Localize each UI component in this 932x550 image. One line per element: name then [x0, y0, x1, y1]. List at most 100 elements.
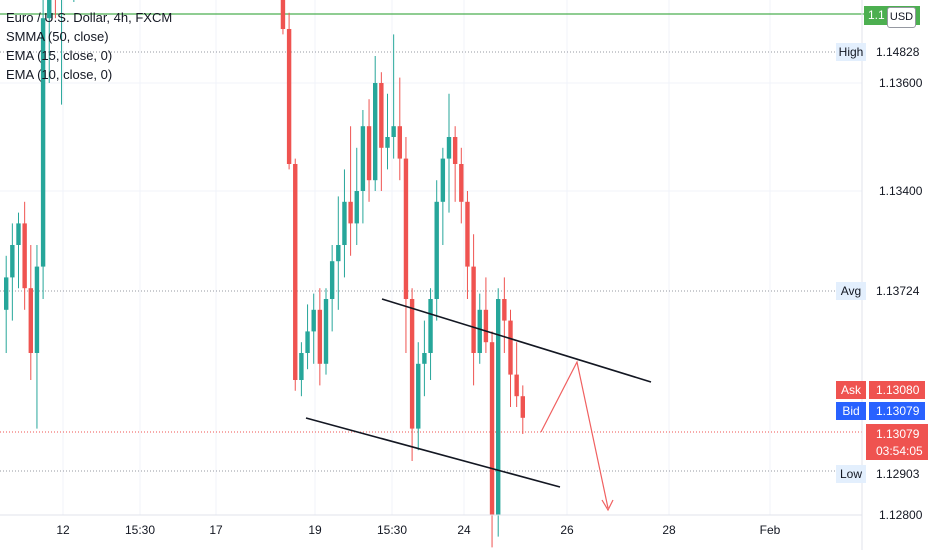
candle-body: [305, 331, 310, 353]
countdown-timer: 03:54:05: [876, 444, 923, 458]
candles: [4, 0, 525, 548]
time-tick-label: 19: [308, 523, 322, 537]
candle-body: [10, 245, 15, 278]
candle-body: [520, 396, 525, 418]
candle-body: [317, 309, 323, 364]
time-tick-label: 24: [457, 523, 471, 537]
candle-body: [459, 164, 464, 202]
candle-body: [360, 126, 366, 191]
price-tick-label: 1.13600: [879, 76, 923, 90]
candle-body: [502, 299, 507, 321]
candle-body: [311, 309, 316, 332]
indicator-ema-10[interactable]: EMA (10, close, 0): [6, 67, 113, 82]
low-marker-label-bg: [836, 465, 866, 483]
avg-marker-label: Avg: [841, 284, 861, 298]
low-marker-value: 1.12903: [876, 467, 920, 481]
candle-body: [16, 223, 21, 245]
time-tick-label: 15:30: [377, 523, 407, 537]
candle-body: [471, 266, 476, 353]
candle-body: [496, 299, 501, 515]
candle-body: [391, 126, 396, 137]
candle-body: [47, 0, 52, 19]
candle-body: [446, 137, 452, 159]
candle-body: [385, 137, 390, 148]
time-tick-label: Feb: [760, 523, 781, 537]
avg-marker-value: 1.13724: [876, 284, 920, 298]
candle-body: [422, 353, 427, 364]
candle-body: [416, 363, 421, 429]
projection-arrowhead: [601, 499, 614, 512]
candle-body: [403, 158, 409, 299]
low-marker-value-bg: [869, 465, 925, 483]
candle-body: [366, 126, 372, 181]
reference-lines: [0, 13, 866, 472]
indicator-ema-15[interactable]: EMA (15, close, 0): [6, 48, 113, 63]
candle-body: [489, 342, 495, 515]
price-labels: High 1.14828 Avg 1.13724 Low 1.12903 Ask 1.1308…: [836, 43, 928, 483]
candle-body: [409, 299, 415, 429]
high-marker-value: 1.14828: [876, 45, 920, 59]
time-tick-label: 28: [662, 523, 676, 537]
bid-marker-label-bg: [836, 402, 866, 420]
candle-body: [483, 309, 489, 343]
high-marker-value-bg: [869, 43, 925, 61]
candle-body: [323, 299, 329, 364]
candle-body: [397, 126, 402, 159]
low-marker-label: Low: [840, 467, 862, 481]
drawings: [305, 298, 652, 512]
price-tick-label: 1.13400: [879, 184, 923, 198]
bid-marker-value-bg: [869, 402, 925, 420]
candle-body: [40, 18, 46, 267]
bid-marker-value: 1.13079: [876, 404, 920, 418]
candle-body: [348, 201, 353, 224]
candle-body: [336, 245, 341, 262]
projection-path: [540, 360, 609, 509]
time-tick-label: 15:30: [125, 523, 155, 537]
candle-body: [434, 201, 439, 299]
candle-body: [299, 353, 304, 380]
candle-body: [22, 223, 27, 289]
last-price-bg: [866, 424, 928, 460]
candle-body: [428, 299, 433, 353]
candle-body: [342, 201, 347, 245]
candle-body: [354, 191, 359, 224]
indicator-smma[interactable]: SMMA (50, close): [6, 29, 109, 44]
candle-body: [477, 309, 482, 353]
price-tick-label: 1.12800: [879, 508, 923, 522]
candle-body: [286, 29, 292, 164]
bid-marker-label: Bid: [842, 404, 859, 418]
candle-body: [280, 0, 286, 29]
candle-body: [329, 261, 335, 299]
currency-button[interactable]: USD: [887, 7, 916, 28]
ask-marker-label: Ask: [841, 383, 862, 397]
time-tick-label: 12: [56, 523, 70, 537]
ask-marker-value-bg: [869, 381, 925, 399]
lower-trendline: [305, 417, 561, 488]
candle-body: [4, 277, 9, 310]
ask-marker-value: 1.13080: [876, 383, 920, 397]
high-marker-label-bg: [836, 43, 866, 61]
avg-marker-value-bg: [869, 282, 925, 300]
candle-body: [514, 374, 519, 397]
high-marker-label: High: [839, 45, 864, 59]
candle-body: [465, 201, 470, 267]
symbol-title[interactable]: Euro / U.S. Dollar, 4h, FXCM: [6, 10, 173, 25]
upper-trendline: [381, 298, 652, 383]
time-tick-label: 17: [209, 523, 223, 537]
candle-body: [373, 83, 378, 181]
candle-body: [34, 266, 40, 353]
candle-body: [28, 288, 33, 353]
last-price-value: 1.13079: [876, 427, 920, 441]
candle-body: [452, 137, 458, 164]
candle-body: [440, 158, 446, 202]
ask-marker-label-bg: [836, 381, 866, 399]
time-tick-label: 26: [560, 523, 574, 537]
candle-body: [508, 320, 513, 375]
avg-marker-label-bg: [836, 282, 866, 300]
chart-legend: Euro / U.S. Dollar, 4h, FXCM SMMA (50, c…: [6, 8, 172, 84]
candle-body: [379, 83, 384, 148]
